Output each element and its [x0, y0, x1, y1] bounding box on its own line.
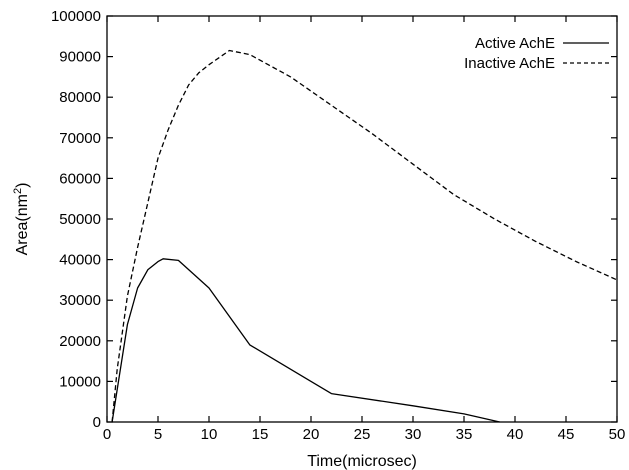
y-axis-label: Area(nm2)	[12, 183, 31, 256]
legend-label-inactive: Inactive AchE	[464, 55, 555, 72]
y-tick-label: 0	[93, 414, 101, 431]
y-tick-label: 100000	[51, 8, 101, 25]
x-tick-label: 10	[201, 426, 218, 443]
series-line-active-ache	[111, 258, 500, 423]
y-tick-label: 60000	[59, 170, 101, 187]
y-tick-label: 70000	[59, 130, 101, 147]
y-tick-label: 80000	[59, 89, 101, 106]
x-tick-label: 30	[405, 426, 422, 443]
x-tick-label: 20	[303, 426, 320, 443]
y-tick-label: 50000	[59, 211, 101, 228]
y-tick-label: 30000	[59, 292, 101, 309]
x-tick-label: 15	[252, 426, 269, 443]
series-layer	[111, 49, 618, 423]
y-tick-label: 20000	[59, 333, 101, 350]
legend: Active AchE Inactive AchE	[464, 35, 609, 72]
x-axis: 0 5 10 15 20 25 30 35 40 45 50	[103, 16, 626, 443]
x-tick-label: 25	[354, 426, 371, 443]
x-tick-label: 45	[558, 426, 575, 443]
y-tick-label: 40000	[59, 252, 101, 269]
y-axis: 0 10000 20000 30000 40000 50000 60000 70000 8000…	[51, 8, 617, 431]
x-tick-label: 50	[609, 426, 626, 443]
legend-label-active: Active AchE	[475, 35, 555, 52]
y-tick-label: 90000	[59, 49, 101, 66]
plot-frame	[106, 15, 618, 423]
x-tick-label: 35	[456, 426, 473, 443]
x-tick-label: 5	[154, 426, 162, 443]
series-line-inactive-ache	[111, 49, 618, 423]
x-tick-label: 0	[103, 426, 111, 443]
x-tick-label: 40	[507, 426, 524, 443]
y-tick-label: 10000	[59, 373, 101, 390]
x-axis-label: Time(microsec)	[307, 453, 417, 470]
